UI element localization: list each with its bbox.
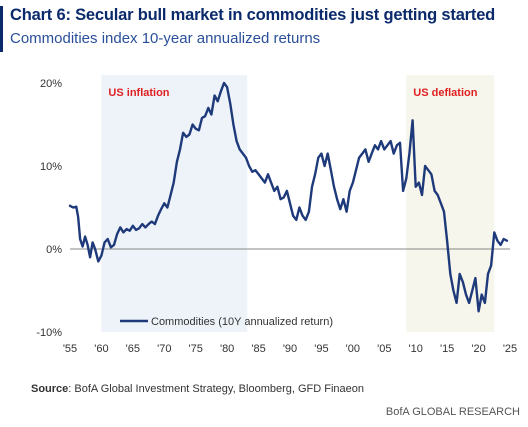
x-tick-label: '70: [157, 343, 171, 355]
x-tick-label: '20: [471, 343, 485, 355]
x-axis-ticks: '55 '60 '65 '70 '75 '80 '85 '90 '95 '00 '05 '10 '15 '…: [63, 343, 517, 355]
x-tick-label: '25: [503, 343, 517, 355]
x-tick-label: '90: [283, 343, 297, 355]
x-tick-label: '75: [189, 343, 203, 355]
x-tick-label: '95: [314, 343, 328, 355]
x-tick-label: '60: [94, 343, 108, 355]
y-axis-ticks: -10% 0% 10% 20%: [36, 78, 62, 339]
shaded-region-label: US inflation: [108, 87, 169, 99]
x-tick-label: '05: [377, 343, 391, 355]
y-tick-label: 10%: [40, 161, 62, 173]
x-tick-label: '85: [251, 343, 265, 355]
source-text: : BofA Global Investment Strategy, Bloom…: [68, 383, 365, 395]
shaded-region: [101, 75, 248, 332]
x-tick-label: '00: [346, 343, 360, 355]
shaded-region-label: US deflation: [413, 87, 477, 99]
title-accent-bar: [0, 6, 3, 52]
shaded-region-labels: US inflation US deflation: [108, 87, 477, 99]
legend: Commodities (10Y annualized return): [120, 316, 333, 328]
source-label: Source: [31, 383, 69, 395]
x-tick-label: '55: [63, 343, 77, 355]
y-tick-label: 0%: [46, 244, 62, 256]
source-note: Source: BofA Global Investment Strategy,…: [31, 383, 364, 395]
footer-brand: BofA GLOBAL RESEARCH: [385, 406, 520, 418]
x-tick-label: '65: [126, 343, 140, 355]
x-tick-label: '80: [220, 343, 234, 355]
commodities-series-line: [68, 81, 509, 313]
shaded-region: [406, 75, 495, 332]
chart-subtitle: Commodities index 10-year annualized ret…: [10, 30, 321, 47]
shaded-regions: [101, 75, 495, 332]
x-tick-label: '15: [440, 343, 454, 355]
y-tick-label: 20%: [40, 78, 62, 90]
legend-label: Commodities (10Y annualized return): [151, 316, 333, 328]
x-tick-label: '10: [409, 343, 423, 355]
chart-title: Chart 6: Secular bull market in commodit…: [10, 6, 496, 24]
y-tick-label: -10%: [36, 327, 62, 339]
